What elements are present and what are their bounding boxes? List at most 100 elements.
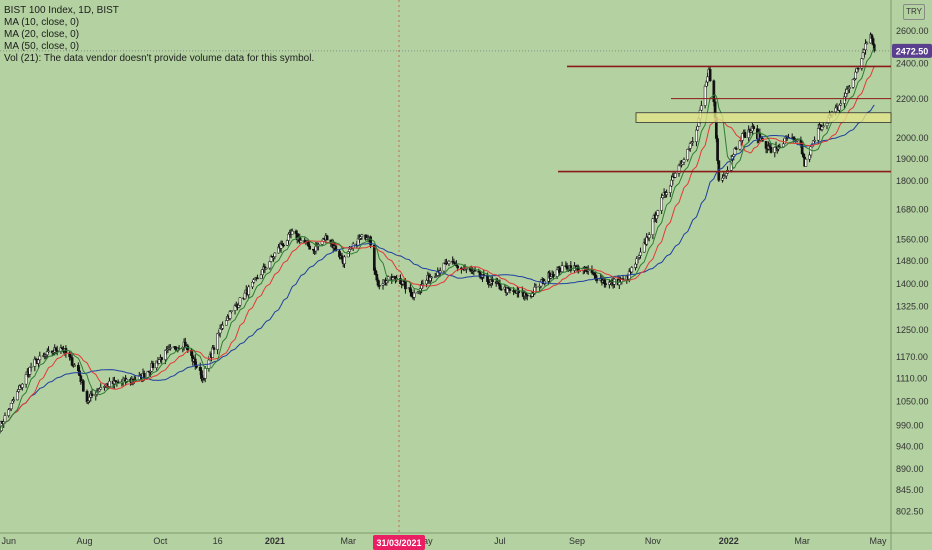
- candle-body: [238, 297, 242, 306]
- currency-badge[interactable]: TRY: [903, 4, 925, 20]
- candle-body: [38, 355, 42, 361]
- candle-body: [604, 283, 607, 285]
- candle-body: [252, 279, 256, 283]
- candle-body: [691, 141, 695, 143]
- candle-body: [308, 245, 312, 250]
- candle-body: [273, 252, 277, 257]
- candle-body: [769, 147, 773, 153]
- y-tick-label: 940.00: [896, 442, 924, 452]
- x-tick-label: May: [869, 536, 887, 546]
- candle-body: [688, 143, 692, 149]
- candle-body: [142, 373, 146, 378]
- ma20-line: [0, 66, 875, 431]
- x-tick-label: 2022: [719, 536, 739, 546]
- x-tick-label: 16: [213, 536, 223, 546]
- candle-body: [29, 366, 33, 368]
- candle-body: [360, 234, 364, 238]
- candle-body: [203, 368, 207, 379]
- candle-body: [430, 276, 433, 279]
- y-tick-label: 990.00: [896, 420, 924, 430]
- candle-body: [686, 149, 690, 160]
- candle-body: [848, 87, 851, 89]
- candle-body: [552, 274, 555, 277]
- candle-body: [696, 126, 700, 131]
- legend-ma50: MA (50, close, 0): [4, 41, 80, 52]
- candle-body: [525, 294, 529, 297]
- candle-body: [151, 363, 155, 368]
- candle-body: [586, 269, 590, 272]
- candle-body: [412, 292, 416, 298]
- last-price-badge: [892, 43, 932, 58]
- candle-body: [682, 159, 686, 163]
- candle-body: [372, 244, 376, 271]
- candle-body: [743, 132, 747, 138]
- y-tick-label: 1900.00: [896, 154, 929, 164]
- candle-body: [12, 399, 16, 402]
- last-price-label: 2472.50: [896, 46, 929, 56]
- candle-body: [299, 240, 303, 243]
- candle-body: [865, 42, 869, 45]
- x-tick-label: 2021: [265, 536, 285, 546]
- candle-body: [816, 128, 820, 141]
- candle-body: [752, 126, 755, 129]
- y-tick-label: 2200.00: [896, 94, 929, 104]
- candle-body: [212, 347, 216, 350]
- candle-body: [856, 67, 860, 70]
- legend-volume: Vol (21): The data vendor doesn't provid…: [4, 53, 315, 64]
- x-tick-label: Aug: [77, 536, 93, 546]
- crosshair-date-badge: [373, 535, 425, 550]
- candle-body: [456, 265, 460, 269]
- candle-body: [695, 129, 698, 142]
- x-tick-label: Nov: [645, 536, 662, 546]
- x-tick-label: Sep: [569, 536, 585, 546]
- y-tick-label: 2600.00: [896, 26, 929, 36]
- candle-body: [160, 357, 164, 360]
- x-tick-label: Mar: [340, 536, 356, 546]
- candle-body: [560, 265, 564, 272]
- candle-body: [116, 381, 120, 383]
- candle-body: [473, 270, 477, 272]
- candle-body: [447, 260, 451, 265]
- candle-body: [834, 107, 838, 113]
- candle-body: [630, 267, 634, 273]
- price-zone: [635, 112, 892, 123]
- candle-body: [108, 380, 111, 387]
- candle-body: [247, 286, 251, 295]
- candle-body: [9, 402, 13, 410]
- y-tick-label: 890.00: [896, 464, 924, 474]
- candle-body: [734, 148, 738, 150]
- candle-body: [81, 380, 85, 392]
- candle-body: [264, 267, 268, 270]
- candle-body: [334, 245, 338, 252]
- candle-body: [716, 138, 719, 161]
- candle-body: [491, 279, 494, 283]
- candle-body: [256, 277, 259, 280]
- candle-body: [343, 256, 346, 264]
- candle-body: [169, 347, 172, 349]
- y-tick-label: 845.00: [896, 485, 924, 495]
- legend-symbol: BIST 100 Index, 1D, BIST: [4, 5, 119, 16]
- y-tick-label: 1800.00: [896, 176, 929, 186]
- candle-body: [639, 251, 642, 256]
- candle-body: [821, 125, 825, 128]
- candle-body: [838, 104, 841, 111]
- candle-body: [125, 379, 129, 383]
- y-tick-label: 2400.00: [896, 59, 929, 69]
- candle-body: [795, 139, 799, 142]
- ma10-line: [0, 48, 875, 431]
- candle-body: [660, 197, 663, 211]
- candle-body: [47, 350, 50, 353]
- legend-ma20: MA (20, close, 0): [4, 29, 80, 40]
- candle-body: [813, 139, 816, 142]
- candle-body: [595, 279, 599, 281]
- y-tick-label: 1170.00: [896, 352, 928, 362]
- candle-body: [656, 210, 660, 216]
- y-tick-label: 1400.00: [896, 279, 929, 289]
- candle-body: [3, 415, 7, 423]
- y-tick-label: 1250.00: [896, 325, 929, 335]
- candle-body: [647, 234, 651, 239]
- candle-body: [673, 173, 677, 178]
- candle-body: [665, 192, 668, 195]
- candle-body: [224, 320, 228, 326]
